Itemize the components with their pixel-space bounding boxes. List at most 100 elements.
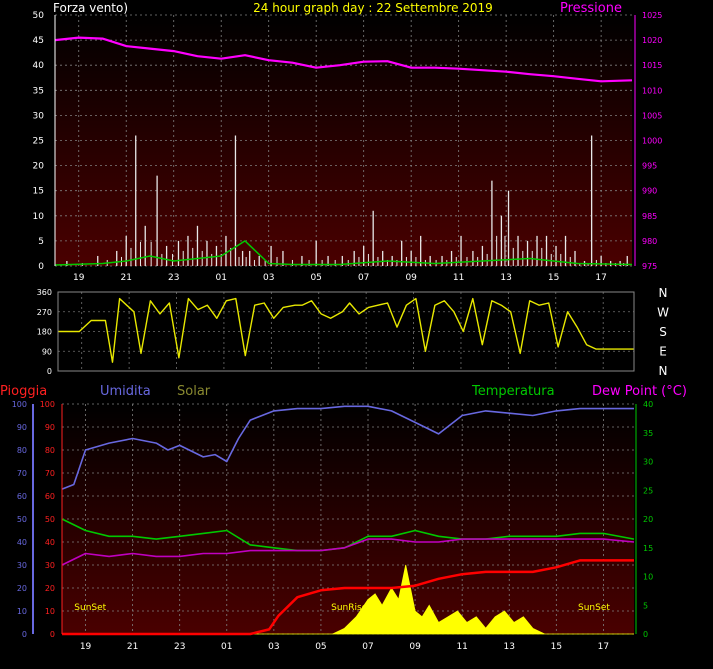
humidity-tick-label: 40	[45, 538, 55, 547]
temperature-tick-label: 25	[643, 486, 653, 495]
temperature-tick-label: 10	[643, 573, 653, 582]
humidity-axis-ticks: 0 10 20 30 40 50 60 70 80 90 100	[40, 400, 55, 639]
humidity-line	[61, 405, 634, 490]
direction-tick-label: 270	[37, 308, 52, 317]
rain-tick-label: 60	[17, 492, 27, 501]
rain-tick-label: 90	[17, 423, 27, 432]
sun-annotations: SunSet SunRise SunSet	[74, 603, 610, 613]
x-tick-label: 15	[551, 642, 562, 652]
x-tick-label: 01	[221, 642, 232, 652]
temperature-axis-ticks: 0 5 10 15 20 25 30 35 40	[643, 400, 653, 639]
direction-line	[58, 297, 634, 363]
wind-pressure-series	[54, 36, 633, 266]
pressure-tick-label: 990	[642, 187, 657, 196]
wind-tick-label: 45	[33, 36, 44, 46]
rain-tick-label: 100	[12, 400, 27, 409]
x-tick-label: 03	[268, 642, 279, 652]
humidity-tick-label: 50	[45, 515, 55, 524]
rain-tick-label: 10	[17, 607, 27, 616]
x-tick-label: 09	[405, 273, 417, 283]
x-tick-label: 21	[121, 273, 132, 283]
wind-tick-label: 50	[33, 11, 45, 21]
x-tick-label: 07	[358, 273, 369, 283]
pressure-line	[54, 36, 633, 83]
x-tick-label: 23	[168, 273, 179, 283]
compass-label: S	[659, 325, 667, 339]
direction-tick-label: 180	[37, 328, 52, 337]
pressure-tick-label: 1005	[642, 111, 662, 120]
compass-label: N	[659, 286, 668, 300]
pressure-tick-label: 980	[642, 237, 657, 246]
x-tick-label: 23	[174, 642, 185, 652]
temperature-tick-label: 20	[643, 515, 653, 524]
sun-annotation: SunSet	[578, 603, 610, 613]
x-tick-label: 09	[409, 642, 421, 652]
wind-avg-line	[54, 240, 633, 266]
temperature-tick-label: 5	[643, 601, 648, 610]
wind-tick-label: 15	[33, 187, 44, 197]
x-tick-label: 03	[263, 273, 274, 283]
legend-umidita: Umidita	[100, 384, 151, 399]
climate-series	[61, 405, 635, 636]
humidity-tick-label: 10	[45, 607, 55, 616]
direction-axis-ticks: 0 90 180 270 360	[37, 288, 52, 376]
pressure-tick-label: 1020	[642, 36, 662, 45]
temperature-tick-label: 30	[643, 458, 653, 467]
wind-tick-label: 10	[33, 212, 45, 222]
humidity-tick-label: 30	[45, 561, 55, 570]
wind-tick-label: 20	[33, 162, 45, 172]
pressure-tick-label: 1015	[642, 61, 662, 70]
humidity-tick-label: 20	[45, 584, 55, 593]
direction-plot-border	[57, 291, 635, 372]
rain-tick-label: 20	[17, 584, 27, 593]
wind-axis-ticks: 0 5 10 15 20 25 30 35 40 45 50	[33, 11, 45, 272]
solar-area	[62, 564, 634, 635]
humidity-tick-label: 0	[50, 630, 55, 639]
x-tick-label: 17	[595, 273, 606, 283]
direction-series	[58, 297, 634, 363]
humidity-tick-label: 100	[40, 400, 55, 409]
humidity-tick-label: 60	[45, 492, 55, 501]
legend-temperatura: Temperatura	[471, 384, 555, 399]
direction-tick-label: 90	[42, 347, 52, 356]
compass-label: N	[659, 364, 668, 378]
humidity-tick-label: 80	[45, 446, 55, 455]
legend-solar: Solar	[177, 384, 211, 399]
x-tick-label: 01	[215, 273, 226, 283]
rain-tick-label: 0	[22, 630, 27, 639]
x-tick-label: 11	[456, 642, 467, 652]
legend-pioggia: Pioggia	[0, 384, 47, 399]
temperature-tick-label: 0	[643, 630, 648, 639]
x-tick-label: 21	[127, 642, 138, 652]
rain-tick-label: 40	[17, 538, 27, 547]
wind-tick-label: 0	[38, 262, 44, 272]
sun-annotation: SunRise	[331, 603, 368, 613]
humidity-tick-label: 70	[45, 469, 55, 478]
compass-label: E	[659, 345, 667, 359]
pressure-tick-label: 1000	[642, 137, 662, 146]
sun-annotation: SunSet	[74, 603, 106, 613]
legend-dewpoint: Dew Point (°C)	[592, 384, 687, 399]
rain-axis-ticks: 0 10 20 30 40 50 60 70 80 90 100	[12, 400, 27, 639]
pressure-tick-label: 1025	[642, 11, 662, 20]
wind-tick-label: 30	[33, 111, 45, 121]
x-tick-label: 19	[73, 273, 85, 283]
wind-tick-label: 40	[33, 61, 45, 71]
x-tick-label: 05	[310, 273, 321, 283]
rain-tick-label: 50	[17, 515, 27, 524]
humidity-tick-label: 90	[45, 423, 55, 432]
x-tick-label: 19	[80, 642, 92, 652]
pressure-tick-label: 985	[642, 212, 657, 221]
temperature-tick-label: 40	[643, 400, 653, 409]
pressure-tick-label: 995	[642, 162, 657, 171]
wind-axis-title: Forza vento)	[53, 1, 128, 15]
temperature-tick-label: 15	[643, 544, 653, 553]
pressure-tick-label: 1010	[642, 86, 662, 95]
pressure-tick-label: 975	[642, 262, 657, 271]
rain-line	[62, 559, 634, 636]
chart-title: 24 hour graph day : 22 Settembre 2019	[253, 1, 493, 15]
climate-x-ticks: 19 21 23 01 03 05 07 09 11 13 15 17	[80, 642, 609, 652]
x-tick-label: 15	[548, 273, 559, 283]
direction-tick-label: 360	[37, 288, 52, 297]
